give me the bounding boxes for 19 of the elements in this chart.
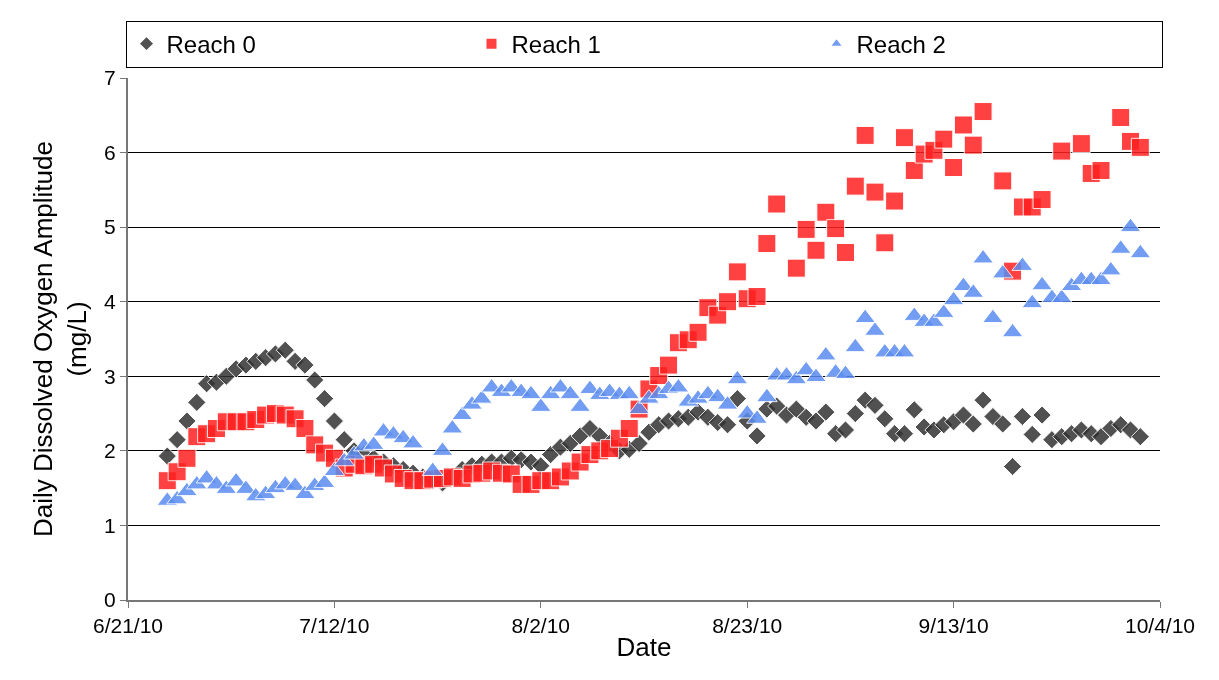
x-tick-label: 9/13/10 [918, 614, 989, 638]
x-tick-label: 10/4/10 [1124, 614, 1196, 638]
x-tick-label: 8/23/10 [712, 614, 783, 638]
y-tick-label: 6 [104, 140, 116, 164]
legend-label: Reach 0 [166, 31, 256, 59]
y-axis-title: Daily Dissolved Oxygen Amplitude (mg/L) [28, 141, 93, 537]
y-tick-label: 5 [104, 215, 116, 239]
y-tick-label: 3 [104, 364, 116, 388]
x-tick-label: 7/12/10 [299, 614, 370, 638]
legend-label: Reach 2 [856, 31, 946, 59]
y-tick-label: 0 [104, 588, 116, 612]
y-tick-label: 2 [104, 439, 116, 463]
x-tick-label: 6/21/10 [92, 614, 164, 638]
y-tick-label: 1 [104, 513, 116, 537]
x-axis-title: Date [616, 632, 672, 663]
legend-label: Reach 1 [511, 31, 601, 59]
y-tick-label: 7 [104, 66, 116, 90]
y-tick-label: 4 [104, 290, 117, 314]
x-tick-label: 8/2/10 [511, 614, 570, 638]
